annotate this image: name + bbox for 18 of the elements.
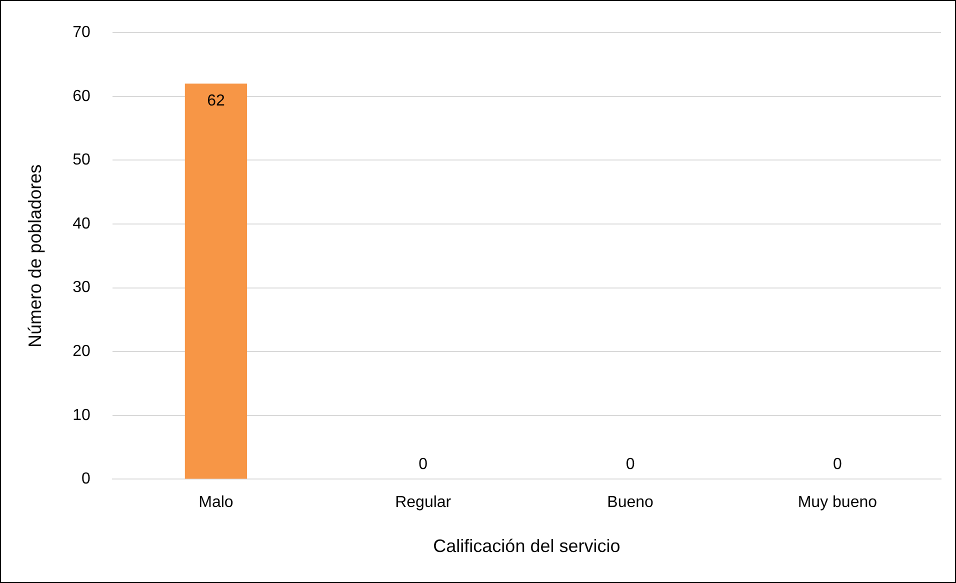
data-label: 0 [626, 456, 635, 474]
x-tick-label: Malo [198, 494, 234, 512]
y-tick-label: 60 [72, 88, 90, 105]
x-tick-label: Bueno [607, 494, 654, 512]
y-tick-label: 50 [72, 152, 90, 169]
data-label: 0 [832, 456, 842, 474]
y-tick-label: 0 [81, 470, 90, 488]
data-label: 0 [418, 456, 428, 474]
y-tick-label: 30 [72, 279, 90, 296]
x-axis-title: Calificación del servicio [433, 536, 620, 556]
data-label: 62 [207, 92, 225, 110]
y-tick-label: 70 [72, 24, 90, 42]
y-tick-label: 10 [72, 406, 90, 424]
x-tick-label: Regular [395, 494, 452, 512]
y-axis-title: Número de pobladores [24, 164, 45, 348]
y-tick-label: 40 [72, 215, 90, 232]
x-tick-label: Muy bueno [798, 494, 878, 512]
y-tick-label: 20 [72, 343, 90, 360]
